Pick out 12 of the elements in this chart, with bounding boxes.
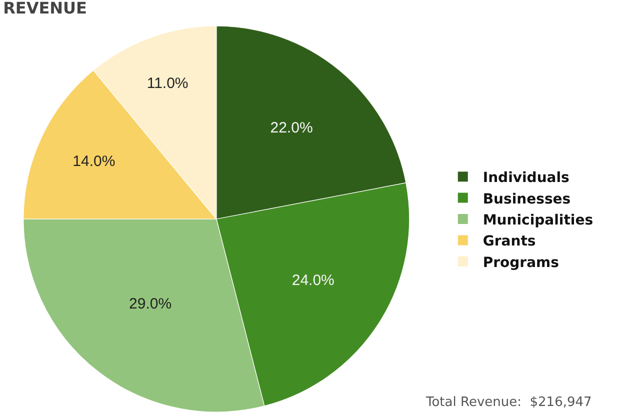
chart-title: REVENUE	[3, 0, 87, 18]
legend-label: Municipalities	[482, 212, 594, 228]
legend-label: Grants	[482, 234, 536, 250]
data-label: 24.0%	[292, 272, 334, 289]
legend-label: Individuals	[482, 170, 570, 186]
text: Total Revenue: $216,947	[425, 395, 592, 410]
data-label: 29.0%	[129, 296, 172, 313]
legend-label: Businesses	[482, 191, 571, 208]
data-label: 22.0%	[270, 120, 313, 137]
data-label: 14.0%	[72, 152, 116, 170]
data-label: 11.0%	[146, 74, 188, 92]
legend-label: Programs	[482, 254, 559, 271]
